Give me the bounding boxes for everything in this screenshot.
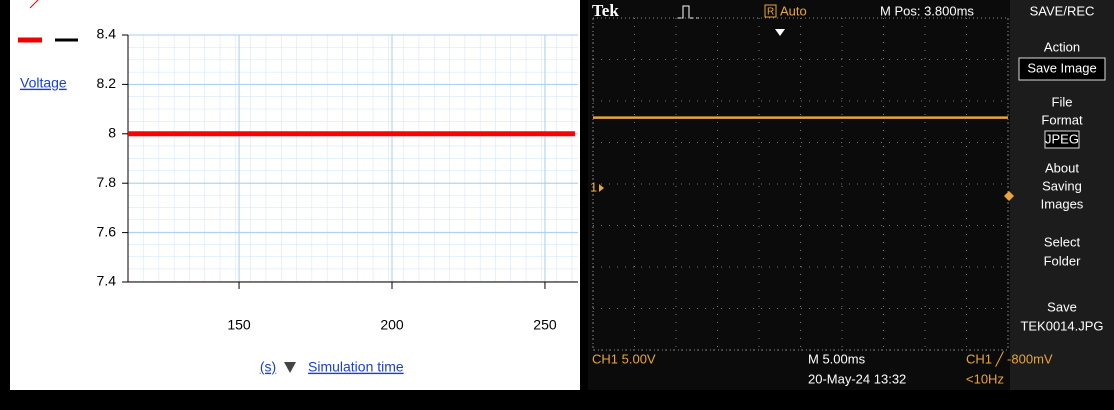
legend-label[interactable]: Voltage	[20, 75, 67, 91]
x-axis-label[interactable]: Simulation time	[308, 359, 404, 375]
menu-save[interactable]: TEK0014.JPG	[1020, 318, 1103, 333]
menu-save-image[interactable]: Save Image	[1027, 60, 1096, 75]
x-tick-label: 150	[227, 317, 251, 333]
menu-format[interactable]: Format	[1041, 112, 1083, 127]
screenshot: Voltage (s) Simulation time Tek R Auto M…	[0, 0, 1114, 405]
menu-title: SAVE/REC	[1030, 3, 1095, 18]
menu-save[interactable]: Save	[1047, 299, 1077, 314]
menu-about[interactable]: Images	[1041, 196, 1084, 211]
frequency: <10Hz	[966, 371, 1004, 386]
trigger-setting: CH1 ╱ -800mV	[966, 350, 1053, 367]
m-pos: M Pos: 3.800ms	[880, 3, 974, 18]
minor-grid	[128, 35, 578, 282]
timebase: M 5.00ms	[808, 351, 866, 366]
date: 20-May-24 13:32	[808, 371, 906, 386]
x-tick-label: 250	[533, 317, 557, 333]
brand: Tek	[592, 1, 619, 20]
y-tick-label: 8.4	[97, 26, 117, 42]
ch1-scale: CH1 5.00V	[592, 351, 656, 366]
trigger-flag: R	[767, 7, 774, 18]
menu-about[interactable]: Saving	[1042, 178, 1082, 193]
y-tick-label: 8.2	[97, 75, 117, 91]
page: Voltage (s) Simulation time Tek R Auto M…	[0, 0, 1114, 405]
menu-file[interactable]: File	[1052, 94, 1073, 109]
menu-select[interactable]: Select	[1044, 234, 1081, 249]
trigger-state: Auto	[780, 3, 807, 18]
menu-action: Action	[1044, 39, 1080, 54]
menu-select[interactable]: Folder	[1044, 253, 1082, 268]
y-tick-label: 7.4	[97, 273, 117, 289]
y-tick-label: 7.8	[97, 174, 117, 190]
y-tick-label: 7.6	[97, 223, 117, 239]
x-unit[interactable]: (s)	[260, 359, 276, 375]
channel-marker: 1	[590, 179, 597, 194]
x-tick-label: 200	[380, 317, 404, 333]
menu-jpeg[interactable]: JPEG	[1045, 131, 1079, 146]
menu-about[interactable]: About	[1045, 160, 1079, 175]
y-tick-label: 8	[108, 125, 116, 141]
